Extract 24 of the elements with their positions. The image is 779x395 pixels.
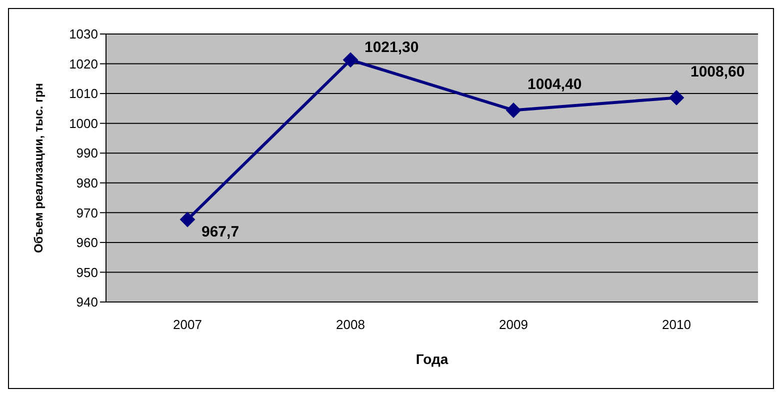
x-axis-title: Года xyxy=(416,351,448,367)
x-tick-label: 2007 xyxy=(173,317,202,332)
y-tick-label: 960 xyxy=(76,235,98,250)
y-tick-label: 1000 xyxy=(69,116,98,131)
y-tick-label: 940 xyxy=(76,294,98,310)
y-tick-label: 990 xyxy=(76,146,98,161)
y-tick-label: 1030 xyxy=(69,26,98,42)
point xyxy=(180,212,195,228)
y-axis-title: Объем реализации, тыс. грн xyxy=(31,82,46,254)
x-tick-label: 2010 xyxy=(662,317,691,332)
y-tick-label: 970 xyxy=(76,205,98,220)
y-tick-label: 950 xyxy=(76,264,98,280)
x-tick-label: 2008 xyxy=(336,317,365,332)
y-tick-label: 1010 xyxy=(69,86,98,102)
y-tick-label: 1020 xyxy=(69,56,98,72)
data-label: 1008,60 xyxy=(690,64,745,81)
x-tick-label: 2009 xyxy=(499,317,528,332)
y-tick-label: 980 xyxy=(76,176,98,191)
data-label: 1021,30 xyxy=(364,38,419,56)
point xyxy=(506,102,521,118)
point xyxy=(669,90,684,106)
point xyxy=(343,52,358,68)
data-label: 967,7 xyxy=(202,224,240,241)
data-label: 1004,40 xyxy=(528,76,582,94)
